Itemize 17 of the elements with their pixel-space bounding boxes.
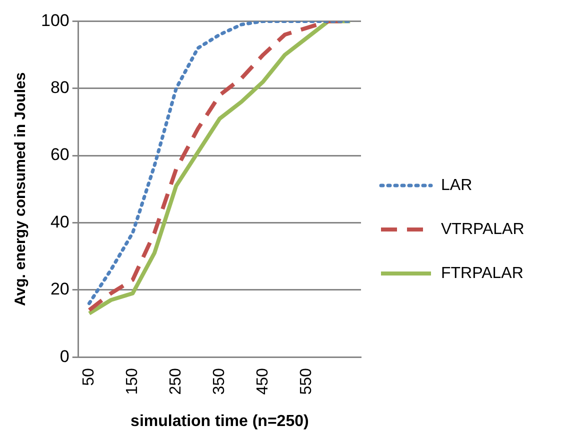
- legend-label: FTRPALAR: [441, 264, 524, 282]
- y-tick-label: 20: [50, 280, 70, 299]
- x-tick-label: 250: [168, 368, 185, 395]
- x-tick-label: 150: [124, 368, 142, 395]
- x-axis-title: simulation time (n=250): [130, 412, 309, 430]
- y-tick-label: 100: [40, 10, 70, 30]
- x-tick-label: 450: [254, 368, 272, 395]
- y-tick-label: 80: [50, 78, 70, 98]
- x-tick-label: 350: [211, 368, 228, 395]
- x-tick-label: 550: [298, 368, 316, 395]
- legend-label: LAR: [441, 176, 472, 194]
- x-tick-label: 50: [80, 368, 98, 386]
- y-tick-label: 0: [60, 346, 70, 366]
- y-tick-label: 60: [50, 145, 70, 164]
- legend-label: VTRPALAR: [441, 220, 524, 238]
- y-tick-label: 40: [50, 212, 70, 232]
- y-axis-title: Avg. energy consumed in Joules: [12, 72, 30, 306]
